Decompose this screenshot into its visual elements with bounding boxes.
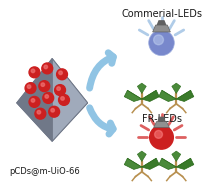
Polygon shape	[158, 117, 165, 122]
Circle shape	[25, 83, 36, 94]
Polygon shape	[17, 59, 88, 103]
Circle shape	[59, 94, 69, 105]
Circle shape	[57, 69, 67, 80]
Polygon shape	[124, 90, 142, 101]
Polygon shape	[159, 158, 176, 169]
Polygon shape	[137, 151, 146, 161]
Circle shape	[35, 108, 46, 119]
Polygon shape	[52, 59, 88, 141]
Circle shape	[55, 85, 66, 95]
Circle shape	[57, 87, 60, 90]
Circle shape	[31, 69, 35, 73]
Circle shape	[49, 106, 60, 117]
Text: pCDs@m-UiO-66: pCDs@m-UiO-66	[9, 167, 80, 176]
Polygon shape	[142, 90, 159, 101]
Circle shape	[37, 110, 41, 114]
Polygon shape	[172, 83, 181, 94]
Text: FR-LEDs: FR-LEDs	[141, 114, 181, 124]
Circle shape	[44, 65, 47, 69]
Circle shape	[39, 81, 50, 91]
Circle shape	[41, 83, 45, 86]
Polygon shape	[153, 25, 170, 32]
Circle shape	[43, 93, 54, 103]
Polygon shape	[124, 158, 142, 169]
Circle shape	[59, 71, 62, 75]
Polygon shape	[176, 158, 194, 169]
Polygon shape	[137, 83, 146, 94]
Text: Commerial-LEDs: Commerial-LEDs	[121, 9, 202, 19]
Polygon shape	[159, 90, 176, 101]
Polygon shape	[142, 158, 159, 169]
Circle shape	[154, 35, 163, 45]
Polygon shape	[172, 151, 181, 161]
Circle shape	[29, 96, 40, 107]
Circle shape	[149, 30, 174, 56]
Polygon shape	[17, 59, 52, 141]
Polygon shape	[176, 90, 194, 101]
Circle shape	[61, 97, 64, 100]
Circle shape	[45, 95, 49, 98]
Polygon shape	[157, 20, 166, 25]
Circle shape	[42, 63, 53, 74]
Circle shape	[51, 108, 54, 112]
Circle shape	[150, 125, 173, 149]
Circle shape	[27, 85, 31, 88]
Polygon shape	[17, 98, 88, 141]
Polygon shape	[154, 122, 169, 128]
Circle shape	[29, 67, 40, 78]
Circle shape	[31, 99, 35, 102]
Circle shape	[155, 130, 162, 138]
